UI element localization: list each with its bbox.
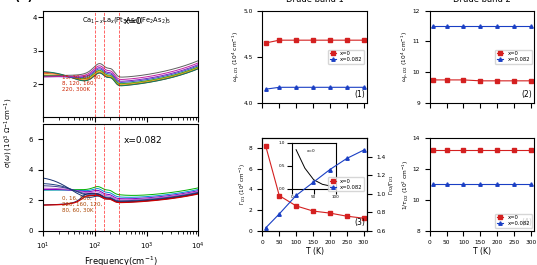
Text: $\sigma(\omega)$ (10$^3$ $\Omega^{-1}$cm$^{-1}$): $\sigma(\omega)$ (10$^3$ $\Omega^{-1}$cm… — [3, 97, 15, 168]
Y-axis label: $\omega_{p,D2}$ (10$^4$ cm$^{-1}$): $\omega_{p,D2}$ (10$^4$ cm$^{-1}$) — [400, 31, 411, 82]
Title: Drude band 2: Drude band 2 — [453, 0, 511, 4]
Text: (a): (a) — [15, 0, 33, 2]
Text: (4): (4) — [522, 218, 533, 227]
X-axis label: T (K): T (K) — [473, 247, 491, 256]
Text: Ca$_{1-x}$La$_x$(Pt$_3$As$_8$)(Fe$_2$As$_2$)$_5$: Ca$_{1-x}$La$_x$(Pt$_3$As$_8$)(Fe$_2$As$… — [82, 15, 171, 25]
Text: x=0.082: x=0.082 — [124, 136, 162, 145]
Text: (2): (2) — [522, 90, 533, 99]
Y-axis label: $\Gamma_{D1}$ (10$^2$ cm$^{-1}$): $\Gamma_{D1}$ (10$^2$ cm$^{-1}$) — [237, 164, 248, 205]
Text: (1): (1) — [354, 90, 365, 99]
Y-axis label: $1/\tau_{D2}$ (10$^2$ cm$^{-1}$): $1/\tau_{D2}$ (10$^2$ cm$^{-1}$) — [401, 159, 411, 210]
Legend: x=0, x=0.082: x=0, x=0.082 — [328, 177, 365, 191]
Legend: x=0, x=0.082: x=0, x=0.082 — [328, 50, 365, 64]
Text: 15, 30, 60, 80,
8, 120, 160,
220, 300K: 15, 30, 60, 80, 8, 120, 160, 220, 300K — [62, 75, 102, 92]
Y-axis label: $\omega_{p,D1}$ (10$^4$ cm$^{-1}$): $\omega_{p,D1}$ (10$^4$ cm$^{-1}$) — [230, 31, 242, 82]
X-axis label: Frequency(cm$^{-1}$): Frequency(cm$^{-1}$) — [84, 254, 157, 265]
Text: x=0: x=0 — [124, 17, 142, 26]
Legend: x=0, x=0.082: x=0, x=0.082 — [495, 50, 532, 64]
Title: Drude band 1: Drude band 1 — [286, 0, 344, 4]
X-axis label: T (K): T (K) — [306, 247, 324, 256]
Text: 0, 16, 300,
220, 160, 120,
80, 60, 30K: 0, 16, 300, 220, 160, 120, 80, 60, 30K — [62, 196, 102, 212]
Y-axis label: $\Gamma_{D2}$/$\Gamma_{D1}$: $\Gamma_{D2}$/$\Gamma_{D1}$ — [388, 174, 396, 195]
Legend: x=0, x=0.082: x=0, x=0.082 — [495, 214, 532, 228]
Text: (3): (3) — [354, 218, 365, 227]
